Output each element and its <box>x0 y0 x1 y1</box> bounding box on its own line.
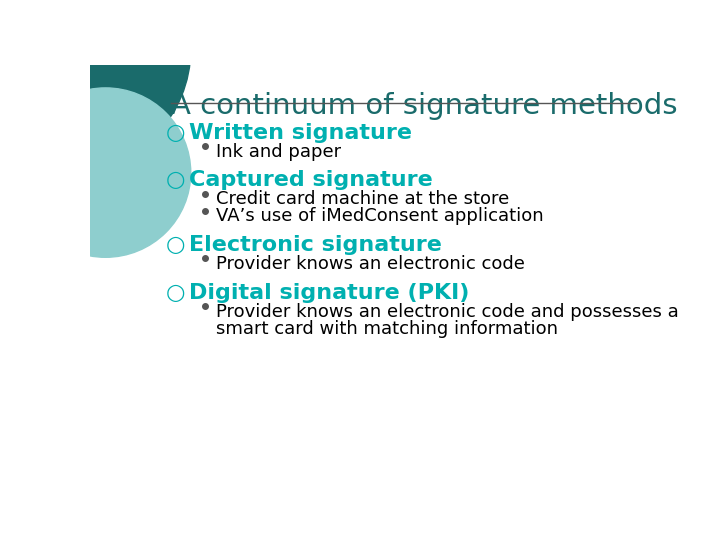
Text: Credit card machine at the store: Credit card machine at the store <box>215 190 509 208</box>
Text: Ink and paper: Ink and paper <box>215 143 341 160</box>
Text: ○: ○ <box>166 123 185 143</box>
Text: Captured signature: Captured signature <box>189 170 433 190</box>
Text: Provider knows an electronic code: Provider knows an electronic code <box>215 255 524 273</box>
Text: Electronic signature: Electronic signature <box>189 235 442 255</box>
Circle shape <box>20 88 191 257</box>
Circle shape <box>0 0 191 173</box>
Text: smart card with matching information: smart card with matching information <box>215 320 557 338</box>
Text: Written signature: Written signature <box>189 123 412 143</box>
Text: ○: ○ <box>166 283 185 303</box>
Text: Provider knows an electronic code and possesses a: Provider knows an electronic code and po… <box>215 303 678 321</box>
Text: ○: ○ <box>166 235 185 255</box>
Text: A continuum of signature methods: A continuum of signature methods <box>171 92 678 120</box>
Text: ○: ○ <box>166 170 185 190</box>
Text: Digital signature (PKI): Digital signature (PKI) <box>189 283 469 303</box>
Text: VA’s use of iMedConsent application: VA’s use of iMedConsent application <box>215 207 543 225</box>
